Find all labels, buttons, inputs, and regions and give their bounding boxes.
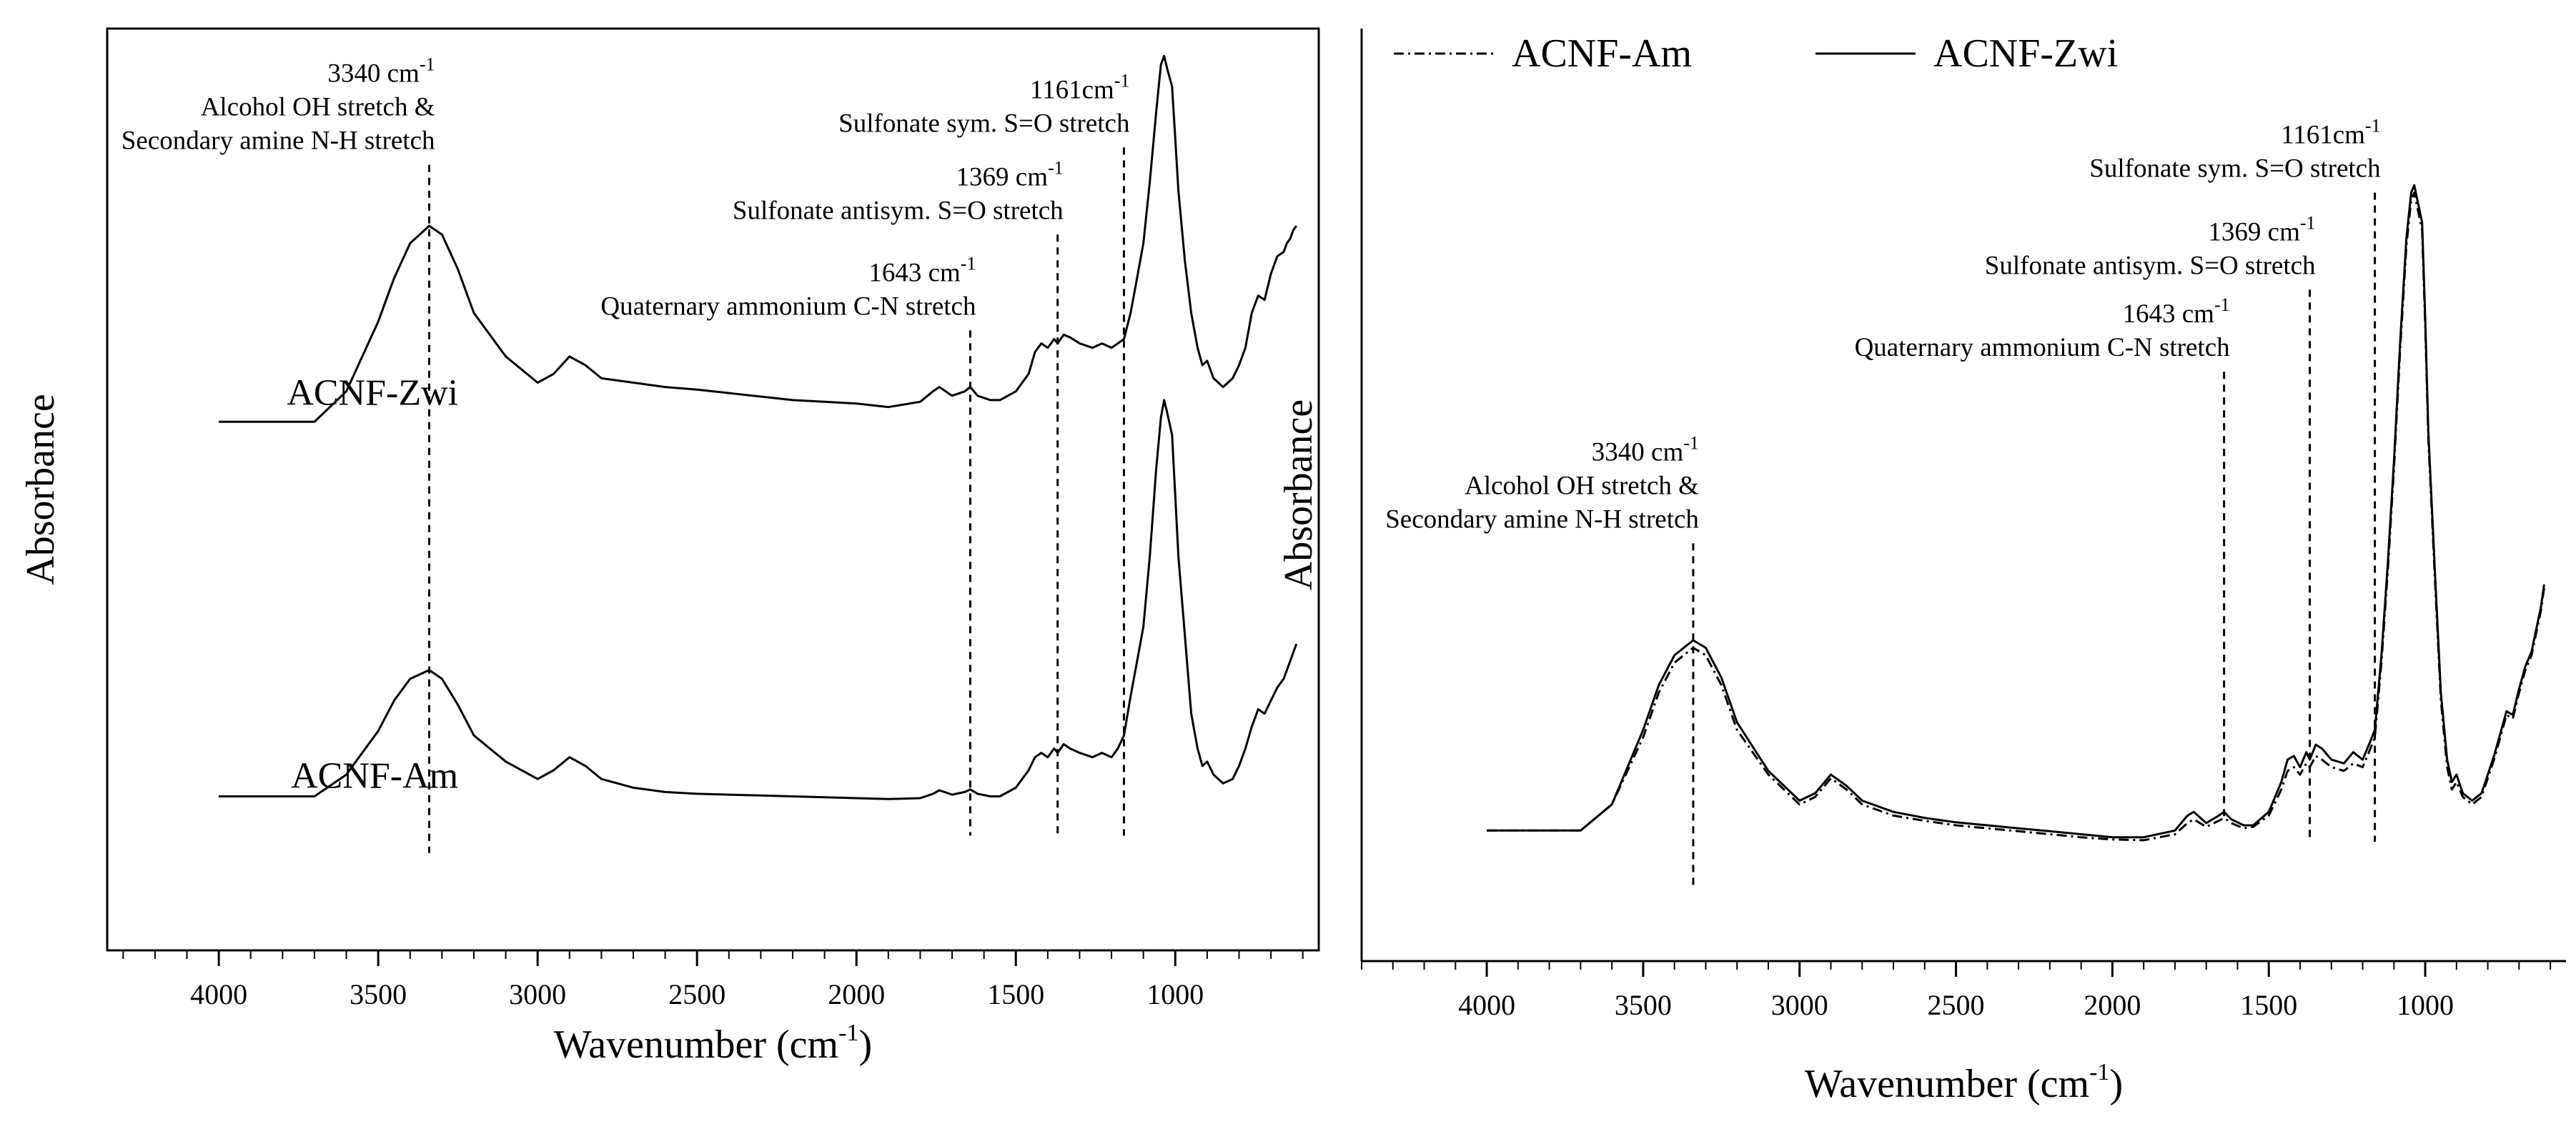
series-line-acnf-am <box>219 399 1298 800</box>
y-axis-title: Absorbance <box>1277 399 1321 590</box>
x-tick-label: 2000 <box>2084 989 2141 1021</box>
series-name-label: ACNF-Zwi <box>287 372 458 413</box>
annotation-text: Alcohol OH stretch & <box>201 93 435 122</box>
x-tick-label: 2500 <box>1928 989 1985 1021</box>
annotation-text: Alcohol OH stretch & <box>1465 471 1699 500</box>
annotation-superscript: -1 <box>2214 294 2230 315</box>
x-tick-label: 4000 <box>190 978 247 1010</box>
annotation-label: 1369 cm-1 <box>956 157 1064 192</box>
legend-label: ACNF-Zwi <box>1933 31 2118 76</box>
annotation-label: Alcohol OH stretch & <box>201 93 435 122</box>
annotation-label: Secondary amine N-H stretch <box>1385 504 1699 534</box>
x-tick-label: 3000 <box>509 978 566 1010</box>
annotation-superscript: -1 <box>2365 116 2381 136</box>
annotation-label: 1161cm-1 <box>2281 116 2381 150</box>
x-tick-label: 3500 <box>350 978 407 1010</box>
annotation-text: Secondary amine N-H stretch <box>1385 504 1699 534</box>
annotation-text: Sulfonate antisym. S=O stretch <box>1985 251 2316 280</box>
annotation-text: Sulfonate antisym. S=O stretch <box>733 196 1064 225</box>
annotation-label: Sulfonate sym. S=O stretch <box>838 109 1130 138</box>
annotation-superscript: -1 <box>1048 157 1064 178</box>
annotation-label: 1369 cm-1 <box>2208 212 2315 247</box>
plot-frame <box>106 27 1320 952</box>
x-axis-title-main: Wavenumber (cm <box>554 1023 838 1067</box>
series-line-acnf-zwi <box>219 54 1298 423</box>
annotation-label: 1643 cm-1 <box>2123 294 2230 329</box>
annotation-text: 3340 cm <box>327 59 420 89</box>
x-axis-title-close: ) <box>858 1023 872 1067</box>
legend-label: ACNF-Am <box>1512 31 1692 76</box>
x-axis-title-main: Wavenumber (cm <box>1805 1062 2089 1106</box>
annotation-superscript: -1 <box>420 54 435 75</box>
x-axis-title: Wavenumber (cm-1) <box>1805 1059 2123 1106</box>
annotation-text: Sulfonate sym. S=O stretch <box>2089 154 2381 184</box>
annotation-label: Secondary amine N-H stretch <box>122 126 435 156</box>
annotation-text: Quaternary ammonium C-N stretch <box>1855 333 2231 362</box>
annotation-text: Quaternary ammonium C-N stretch <box>600 292 976 321</box>
y-axis-title: Absorbance <box>19 394 63 585</box>
left-panel: 4000 3500 3000 2500 2000 1500 1000 Wavenumber (… <box>19 27 1320 1067</box>
right-panel: 4000 3500 3000 2500 2000 1500 1000 Wavenumber (… <box>1277 29 2566 1106</box>
x-tick-label: 3500 <box>1615 989 1672 1021</box>
annotation-label: Sulfonate sym. S=O stretch <box>2089 154 2381 184</box>
x-tick-label: 1500 <box>987 978 1044 1010</box>
x-tick-label: 2500 <box>668 978 725 1010</box>
annotation-text: Secondary amine N-H stretch <box>122 126 435 156</box>
x-tick-label: 3000 <box>1771 989 1828 1021</box>
annotation-text: 1643 cm <box>868 258 961 287</box>
x-tick-label: 1500 <box>2240 989 2297 1021</box>
annotation-label: Quaternary ammonium C-N stretch <box>600 292 976 321</box>
annotation-superscript: -1 <box>961 253 976 274</box>
annotation-text: 1369 cm <box>2208 217 2300 247</box>
x-axis-title: Wavenumber (cm-1) <box>554 1020 872 1067</box>
x-axis-title-sup: -1 <box>2089 1059 2109 1085</box>
annotation-label: Quaternary ammonium C-N stretch <box>1855 333 2231 362</box>
annotation-superscript: -1 <box>1683 432 1699 453</box>
annotation-text: 3340 cm <box>1592 437 1684 467</box>
x-tick-label: 4000 <box>1458 989 1515 1021</box>
x-tick-label: 1000 <box>1146 978 1204 1010</box>
annotation-label: 3340 cm-1 <box>327 54 435 89</box>
x-tick-label: 1000 <box>2397 989 2454 1021</box>
annotation-superscript: -1 <box>2300 212 2316 233</box>
annotation-text: 1161cm <box>2281 121 2365 150</box>
annotation-text: Sulfonate sym. S=O stretch <box>838 109 1130 138</box>
annotation-label: 1643 cm-1 <box>868 253 976 287</box>
annotation-superscript: -1 <box>1114 70 1130 91</box>
annotation-label: Sulfonate antisym. S=O stretch <box>1985 251 2316 280</box>
annotation-text: 1161cm <box>1030 75 1114 104</box>
annotation-label: 3340 cm-1 <box>1592 432 1699 467</box>
annotation-text: 1643 cm <box>2123 299 2215 329</box>
annotation-label: Sulfonate antisym. S=O stretch <box>733 196 1064 225</box>
x-tick-label: 2000 <box>828 978 885 1010</box>
x-axis-title-close: ) <box>2109 1062 2123 1106</box>
x-axis-title-sup: -1 <box>838 1020 858 1046</box>
series-line-acnf-zwi <box>1487 184 2545 839</box>
series-name-label: ACNF-Am <box>291 756 458 797</box>
annotation-label: 1161cm-1 <box>1030 70 1130 104</box>
annotation-text: 1369 cm <box>956 162 1049 192</box>
annotation-label: Alcohol OH stretch & <box>1465 471 1699 500</box>
